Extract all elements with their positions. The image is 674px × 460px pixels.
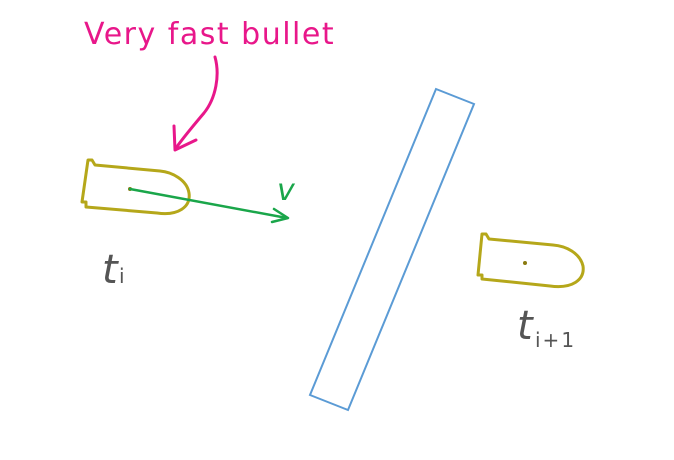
time-label-after: t i+1: [517, 303, 576, 352]
velocity-label: v: [277, 173, 296, 208]
time-label-after-base: t: [517, 303, 534, 349]
time-label-after-subscript: i+1: [535, 328, 576, 352]
time-label-before-base: t: [102, 247, 119, 293]
annotation-arrow: [172, 55, 219, 152]
wall: [308, 87, 476, 412]
time-label-before-subscript: i: [119, 264, 125, 288]
time-label-before: t i: [102, 247, 125, 293]
annotation-text: Very fast bullet: [84, 17, 335, 52]
bullet-after: [476, 232, 585, 289]
bullet-before: [80, 158, 191, 216]
velocity-arrow: [128, 187, 290, 224]
bullet-after-center-dot: [523, 261, 527, 265]
